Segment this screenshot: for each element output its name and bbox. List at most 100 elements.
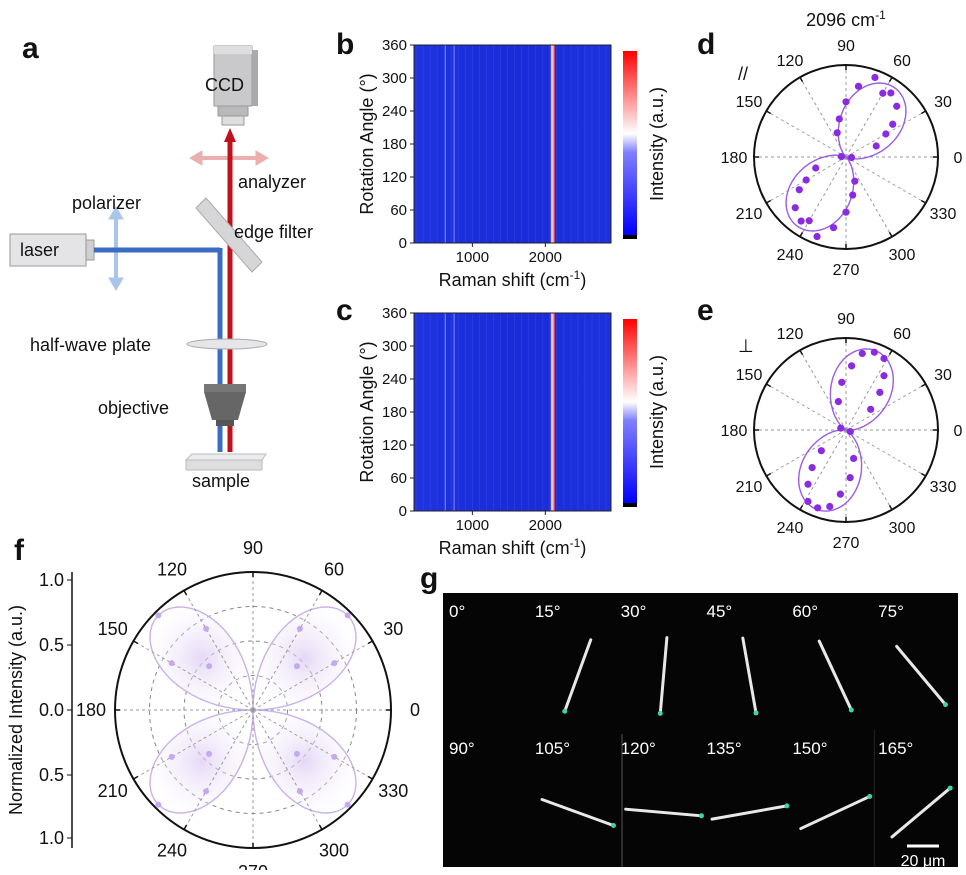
y-tick-label: 180 <box>382 136 407 153</box>
colorbar-label: Intensity (a.u.) <box>647 355 667 469</box>
data-point <box>795 186 803 194</box>
data-point <box>802 176 810 184</box>
polar-title-sup: -1 <box>875 8 886 22</box>
crystal-tip <box>698 813 704 819</box>
y-tick-label: 0 <box>399 235 407 252</box>
x-axis-label-end: ) <box>580 270 586 290</box>
polar-tick <box>367 640 373 645</box>
polar-spoke <box>799 350 847 431</box>
data-point <box>331 660 338 667</box>
polar-spoke <box>799 429 847 510</box>
polar-spoke <box>799 156 847 237</box>
polar-tick <box>888 76 893 83</box>
x-axis-label: Raman shift (cm-1) <box>439 536 587 558</box>
angle-label: 270 <box>833 262 860 279</box>
angle-label: 60 <box>893 326 911 343</box>
crystal-fiber <box>710 804 789 821</box>
polar-lobe <box>252 606 357 711</box>
angle-label: 90 <box>837 311 855 328</box>
panel-label-a: a <box>22 32 39 65</box>
crystal-fiber <box>799 794 872 831</box>
micrograph-background <box>443 593 958 867</box>
fit-curve <box>785 82 907 232</box>
data-point <box>842 98 850 106</box>
crystal-tip <box>867 793 873 799</box>
polar-tick <box>318 824 323 830</box>
data-point <box>203 788 210 795</box>
polar-tick <box>888 349 893 356</box>
radial-tick-label: 0.5 <box>39 635 64 655</box>
angle-label: 120 <box>157 560 187 580</box>
angle-label: 90 <box>837 38 855 55</box>
angle-label: 240 <box>157 840 187 860</box>
radial-tick-label: 0.5 <box>39 765 64 785</box>
data-point <box>867 405 875 413</box>
data-point <box>837 424 845 432</box>
x-tick-label: 2000 <box>529 249 562 266</box>
data-point <box>344 801 351 808</box>
heatmap-area <box>414 45 611 243</box>
y-tick-label: 360 <box>382 305 407 322</box>
y-axis-label: Rotation Angle (°) <box>357 341 377 482</box>
data-point <box>887 89 895 97</box>
angle-label: 330 <box>930 479 957 496</box>
panel-a: a CCD analyzer polarizer lase <box>9 32 313 491</box>
data-point <box>814 504 822 512</box>
angle-label: 330 <box>378 781 408 801</box>
angle-label: 150 <box>98 619 128 639</box>
crystal-tip <box>657 710 663 716</box>
data-point <box>882 130 890 138</box>
y-axis-label: Rotation Angle (°) <box>357 73 377 214</box>
polarization-mode-label: // <box>738 64 748 84</box>
polar-spoke <box>133 640 254 711</box>
angle-label: 30 <box>934 367 952 384</box>
crystal-tip <box>784 803 790 809</box>
micrograph-angle-label: 150° <box>792 739 827 758</box>
data-point <box>804 480 812 488</box>
crystal-tip <box>753 710 759 716</box>
polar-lobe <box>149 709 254 814</box>
laser-label: laser <box>20 240 59 260</box>
polar-tick <box>888 231 893 238</box>
polar-ring <box>218 675 288 745</box>
data-point <box>331 753 338 760</box>
colorbar-label: Intensity (a.u.) <box>647 87 667 201</box>
angle-label: 240 <box>777 247 804 264</box>
radial-axis-label: Normalized Intensity (a.u.) <box>6 605 26 815</box>
panel-label-d: d <box>697 28 715 61</box>
crystal-fiber <box>890 786 952 839</box>
polar-spoke <box>845 429 893 510</box>
edge-filter-label: edge filter <box>234 222 313 242</box>
angle-label: 180 <box>76 700 106 720</box>
angle-label: 0 <box>410 700 420 720</box>
panel-label-g: g <box>420 562 438 595</box>
angle-label: 90 <box>243 538 263 558</box>
data-point <box>851 177 859 185</box>
micrograph-angle-label: 30° <box>621 602 647 621</box>
data-point <box>872 142 880 150</box>
data-point <box>854 82 863 90</box>
polar-tick <box>799 504 804 511</box>
crystal-tip <box>610 822 616 828</box>
micrograph-angle-label: 105° <box>535 739 570 758</box>
angle-label: 300 <box>889 520 916 537</box>
crystal-fiber <box>624 807 703 818</box>
objective-label: objective <box>98 398 169 418</box>
polar-tick <box>920 472 927 477</box>
polar-tick <box>133 775 139 780</box>
x-tick-label: 1000 <box>456 517 489 534</box>
x-axis-label-sup: -1 <box>570 268 581 282</box>
polar-spoke <box>845 77 893 158</box>
polar-spoke <box>766 383 847 431</box>
micrograph-angle-label: 45° <box>707 602 733 621</box>
objective-icon <box>204 384 246 426</box>
data-point <box>876 388 884 396</box>
crystal-fiber <box>563 638 593 713</box>
polar-lobe <box>252 709 357 814</box>
y-tick-label: 60 <box>390 202 407 219</box>
data-point <box>155 801 162 808</box>
data-point <box>168 660 175 667</box>
polar-spoke <box>252 709 373 780</box>
crystal-tip <box>943 702 949 708</box>
